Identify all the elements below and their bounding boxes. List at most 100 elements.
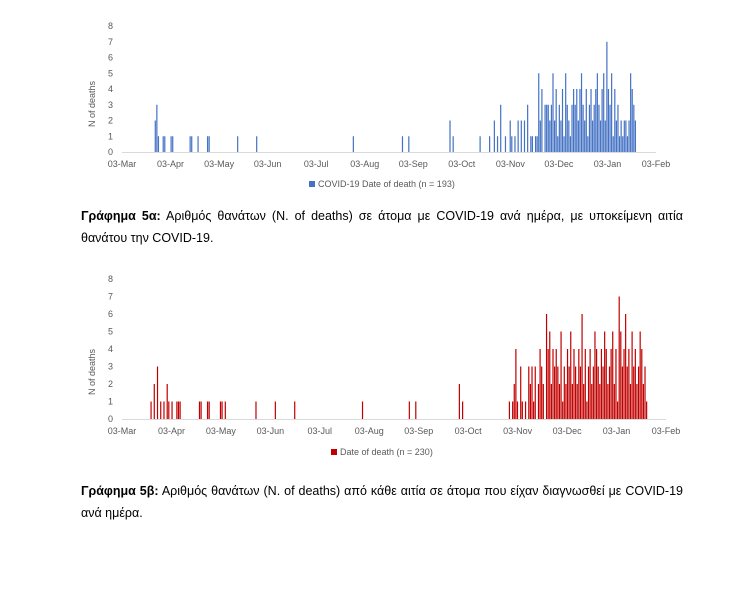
x-tick-label: 03-Jan: [603, 426, 631, 436]
bar: [489, 136, 491, 152]
bar: [601, 89, 603, 152]
x-tick-label: 03-Dec: [544, 159, 574, 169]
x-tick-label: 03-Feb: [652, 426, 681, 436]
bar: [581, 314, 583, 419]
bar-series: [150, 296, 648, 419]
bar: [571, 384, 573, 419]
bar: [592, 120, 594, 152]
bar: [562, 401, 564, 419]
y-tick-label: 5: [108, 327, 113, 337]
bar: [584, 120, 586, 152]
x-tick-label: 03-Mar: [108, 426, 137, 436]
bar: [550, 104, 553, 152]
bar: [629, 384, 632, 419]
bar: [614, 89, 616, 152]
chart-all-cause-deaths: 0 1 2 3 4 5 6 7 8 N of deaths 03-Mar 03-Apr 03-May…: [87, 274, 681, 457]
bar: [610, 349, 612, 419]
bar: [573, 349, 575, 419]
bar: [595, 349, 598, 419]
x-tick-label: 03-Nov: [496, 159, 526, 169]
bar: [588, 104, 591, 152]
bar: [560, 120, 562, 152]
y-tick-label: 8: [108, 21, 113, 31]
bar: [616, 401, 619, 419]
bar: [626, 136, 629, 152]
bar: [555, 349, 557, 419]
x-axis-ticks: 03-Mar 03-Apr 03-May 03-Jun 03-Jul 03-Aug 03-S…: [108, 426, 681, 436]
bar: [566, 349, 569, 419]
bar: [176, 401, 178, 419]
bar: [177, 401, 180, 419]
bar: [580, 73, 583, 152]
bar: [563, 366, 565, 419]
x-tick-label: 03-Jun: [254, 159, 282, 169]
bar: [641, 349, 643, 419]
bar: [623, 120, 625, 152]
legend: COVID-19 Date of death (n = 193): [309, 179, 455, 189]
bar: [578, 349, 580, 419]
y-tick-label: 0: [108, 147, 113, 157]
y-tick-label: 4: [108, 84, 113, 94]
bar: [528, 366, 530, 419]
bar: [576, 384, 578, 419]
bar: [524, 401, 527, 419]
bar: [200, 401, 202, 419]
bar: [449, 120, 451, 152]
bar: [547, 349, 549, 419]
bar: [558, 104, 560, 152]
bar: [500, 104, 502, 152]
bar: [197, 136, 199, 152]
bar: [584, 349, 586, 419]
bar: [566, 104, 568, 152]
bar: [516, 401, 519, 419]
y-tick-label: 3: [108, 100, 113, 110]
bar: [534, 366, 536, 419]
bar: [538, 73, 540, 152]
bar: [585, 89, 587, 152]
y-tick-label: 0: [108, 414, 113, 424]
bar: [164, 136, 166, 152]
bar: [539, 120, 541, 152]
y-tick-label: 2: [108, 116, 113, 126]
bar: [198, 401, 201, 419]
y-tick-label: 8: [108, 274, 113, 284]
bar: [294, 401, 296, 419]
x-tick-label: 03-Dec: [553, 426, 583, 436]
bar: [634, 349, 636, 419]
bar: [163, 401, 165, 419]
bar: [626, 366, 628, 419]
bar: [604, 120, 606, 152]
bar: [583, 384, 585, 419]
bar: [541, 366, 543, 419]
bar: [587, 366, 590, 419]
x-tick-label: 03-Jul: [308, 426, 333, 436]
bar: [352, 136, 354, 152]
bar: [590, 89, 592, 152]
bar: [561, 89, 564, 152]
bar: [549, 120, 551, 152]
y-axis-label: N of deaths: [87, 348, 97, 395]
bar: [531, 366, 533, 419]
bar: [172, 136, 174, 152]
bar: [557, 136, 559, 152]
bar: [570, 331, 572, 419]
bar: [154, 120, 156, 152]
chart-covid-deaths: 0 1 2 3 4 5 6 7 8 N of deaths 03-Mar 03-Apr 03-May…: [87, 21, 670, 189]
bar: [156, 104, 158, 152]
bar: [579, 366, 582, 419]
x-tick-label: 03-Apr: [158, 426, 185, 436]
x-tick-label: 03-Jul: [304, 159, 329, 169]
bar: [628, 120, 630, 152]
bar: [552, 349, 554, 419]
bar: [568, 366, 570, 419]
x-tick-label: 03-Aug: [355, 426, 384, 436]
bar: [608, 366, 611, 419]
bar: [496, 136, 499, 152]
bar: [625, 314, 627, 419]
bar: [582, 104, 584, 152]
bar: [534, 136, 537, 152]
bar: [573, 89, 575, 152]
bar: [597, 366, 599, 419]
bar: [631, 331, 633, 419]
bar: [493, 120, 495, 152]
